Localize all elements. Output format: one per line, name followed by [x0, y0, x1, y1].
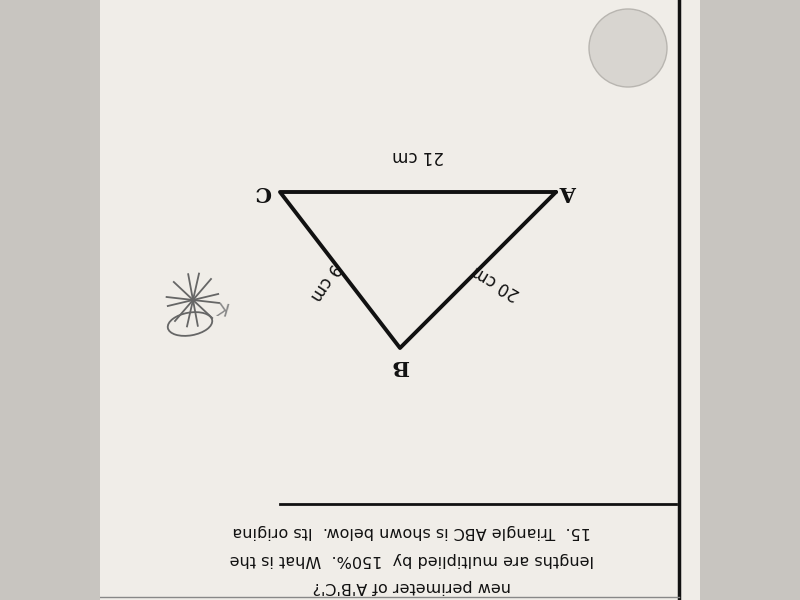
Text: 15.  Triangle ABC is shown below.  Its origina: 15. Triangle ABC is shown below. Its ori… [233, 523, 591, 539]
Text: K: K [216, 296, 230, 316]
Text: 9 cm: 9 cm [306, 260, 344, 304]
Text: new perimeter of A'B'C'?: new perimeter of A'B'C'? [313, 580, 511, 594]
Text: B: B [391, 356, 409, 376]
Text: C: C [255, 182, 271, 202]
Text: 21 cm: 21 cm [392, 147, 444, 165]
Text: 20 cm: 20 cm [469, 261, 523, 303]
Circle shape [589, 9, 667, 87]
Text: A: A [561, 182, 578, 202]
Text: lengths are multiplied by  150%.  What is the: lengths are multiplied by 150%. What is … [230, 552, 594, 566]
